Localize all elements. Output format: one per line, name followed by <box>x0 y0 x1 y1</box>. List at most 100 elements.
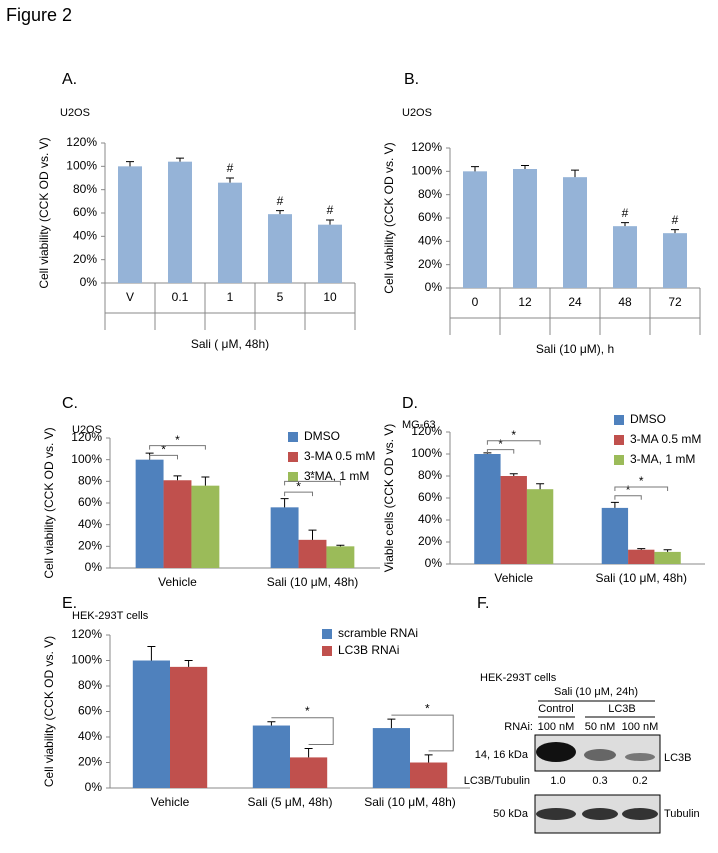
bar <box>135 459 164 568</box>
x-axis-label: Sali ( μM, 48h) <box>191 337 269 351</box>
blot-panel: F. HEK-293T cells Sali (10 μM, 24h) Cont… <box>464 595 700 834</box>
bar <box>290 757 328 788</box>
error-bar <box>663 549 672 552</box>
significance-label: * <box>425 701 430 715</box>
significance-bracket <box>486 440 541 445</box>
legend-label: 3-MA 0.5 mM <box>630 432 701 446</box>
band <box>625 753 655 761</box>
error-bar <box>308 529 317 540</box>
band <box>536 742 576 762</box>
y-axis-label: Cell viability (CCK OD vs. V) <box>42 427 56 578</box>
ratio: 0.3 <box>592 775 607 787</box>
band <box>584 749 616 761</box>
y-tick-label: 120% <box>66 135 97 149</box>
error-bar <box>571 169 579 178</box>
significance-label: * <box>305 704 310 718</box>
x-tick-label: Sali (5 μM, 48h) <box>248 795 333 809</box>
bar <box>268 214 292 283</box>
y-tick-label: 40% <box>78 729 102 743</box>
bar <box>474 454 501 564</box>
x-tick-label: 24 <box>568 295 582 309</box>
significance-label: * <box>310 469 315 483</box>
protein-label: Tubulin <box>664 808 700 820</box>
x-tick-label: 10 <box>323 290 337 304</box>
y-tick-label: 40% <box>73 229 97 243</box>
significance-bracket <box>614 495 642 500</box>
figure-title: Figure 2 <box>6 5 72 25</box>
chart-panel: E.HEK-293T cells Cell viability (CCK OD v… <box>42 595 470 809</box>
legend-label: 3-MA, 1 mM <box>630 452 695 466</box>
y-tick-label: 100% <box>71 653 102 667</box>
error-bar <box>176 157 184 162</box>
error-bar <box>621 222 629 227</box>
bar <box>326 546 355 568</box>
x-axis-label: Sali (10 μM), h <box>536 342 614 356</box>
ratio: 0.2 <box>632 775 647 787</box>
y-tick-label: 20% <box>78 755 102 769</box>
error-bar <box>536 483 545 490</box>
significance-label: * <box>511 428 516 442</box>
lane-label: 100 nM <box>622 721 659 733</box>
bar <box>318 224 342 283</box>
lane-label: 100 nM <box>538 721 575 733</box>
error-bar <box>424 754 433 763</box>
x-tick-label: 12 <box>518 295 532 309</box>
blot-group: Control <box>538 703 573 715</box>
x-tick-label: Vehicle <box>158 575 197 589</box>
significance-bracket <box>149 454 178 460</box>
blot-treatment: Sali (10 μM, 24h) <box>554 686 638 698</box>
band <box>582 808 618 820</box>
y-tick-label: 120% <box>411 424 442 438</box>
legend-label: DMSO <box>630 412 666 426</box>
panel-label: F. <box>477 595 489 612</box>
rnai-label: RNAi: <box>504 721 533 733</box>
error-bar <box>126 161 134 167</box>
panel-label: B. <box>404 71 419 88</box>
protein-label: LC3B <box>664 752 692 764</box>
bar <box>601 507 629 564</box>
y-tick-label: 20% <box>73 252 97 266</box>
bar <box>500 476 527 564</box>
value-annotation: # <box>227 161 234 175</box>
significance-label: * <box>498 437 503 451</box>
significance-bracket <box>284 491 313 497</box>
chart-panel: D. MG-63 Viable cells (CCK OD vs. V) 0% 20% 4… <box>382 395 705 585</box>
y-tick-label: 100% <box>411 446 442 460</box>
x-tick-label: Sali (10 μM, 48h) <box>364 795 456 809</box>
legend-swatch <box>614 415 624 425</box>
significance-label: * <box>161 443 166 457</box>
error-bar <box>471 166 479 172</box>
x-tick-label: Sali (10 μM, 48h) <box>267 575 359 589</box>
lane-label: 50 nM <box>585 721 616 733</box>
x-tick-label: 5 <box>277 290 284 304</box>
significance-bracket <box>149 445 206 450</box>
bar <box>654 551 681 564</box>
chart-panel: C. U2OS Cell viability (CCK OD vs. V) 0% 20%… <box>42 395 380 589</box>
y-tick-label: 40% <box>78 517 102 531</box>
bar <box>628 549 655 564</box>
y-tick-label: 20% <box>78 539 102 553</box>
y-axis-label: Cell viability (CCK OD vs. V) <box>382 142 396 293</box>
y-tick-label: 60% <box>78 704 102 718</box>
y-tick-label: 0% <box>425 556 443 570</box>
significance-label: * <box>175 433 180 447</box>
error-bar <box>326 219 334 225</box>
error-bar <box>267 721 276 726</box>
band <box>622 808 658 820</box>
error-bar <box>184 660 193 667</box>
y-tick-label: 80% <box>418 468 442 482</box>
bar <box>663 233 687 288</box>
legend-label: 3-MA 0.5 mM <box>304 449 375 463</box>
legend-label: DMSO <box>304 429 340 443</box>
legend-label: scramble RNAi <box>338 626 418 640</box>
y-tick-label: 100% <box>71 452 102 466</box>
y-axis-label: Viable cells (CCK OD vs. V) <box>382 424 396 572</box>
error-bar <box>610 501 619 508</box>
y-tick-label: 60% <box>73 205 97 219</box>
legend-swatch <box>614 455 624 465</box>
size-label: 50 kDa <box>493 808 529 820</box>
error-bar <box>387 718 396 729</box>
panel-label: D. <box>402 395 418 412</box>
panel-label: E. <box>62 595 77 612</box>
